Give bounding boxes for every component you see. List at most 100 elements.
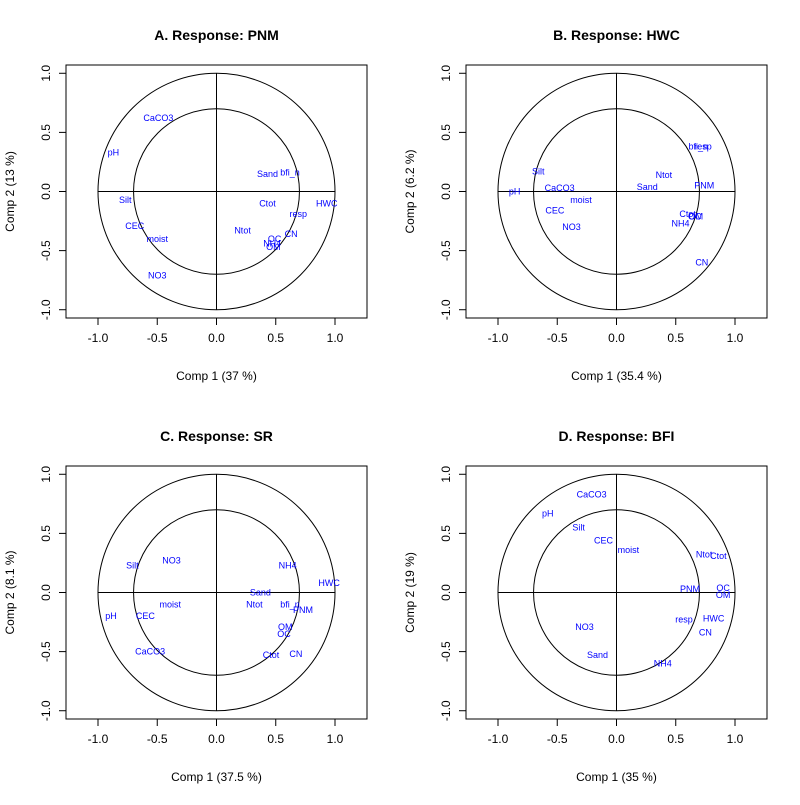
y-tick-label: 1.0 (439, 65, 453, 82)
point-label-bfi-n: bfi_n (280, 599, 300, 609)
point-label-no3: NO3 (575, 622, 594, 632)
x-tick-label: -0.5 (147, 732, 168, 746)
y-axis-label: Comp 2 (8.1 %) (3, 550, 17, 634)
point-label-ntot: Ntot (696, 550, 713, 560)
y-tick-label: -1.0 (39, 700, 53, 721)
x-axis-label: Comp 1 (35.4 %) (571, 369, 662, 383)
point-label-sand: Sand (587, 650, 608, 660)
panel-3: -1.0 -0.5 0.0 0.5 1.0 -1.0 -0.5 0.0 0.5 1.0 D. Res… (403, 428, 768, 784)
point-label-hwc: HWC (703, 614, 725, 624)
point-label-oc: OC (277, 629, 291, 639)
x-tick-label: -1.0 (488, 732, 509, 746)
point-label-hwc: HWC (316, 198, 338, 208)
point-label-cn: CN (695, 257, 708, 267)
y-tick-label: 0.5 (439, 525, 453, 542)
point-label-ctot: Ctot (710, 551, 727, 561)
point-label-moist: moist (570, 195, 592, 205)
x-axis-label: Comp 1 (37.5 %) (171, 770, 262, 784)
point-label-ctot: Ctot (679, 209, 696, 219)
x-tick-label: 0.0 (208, 331, 225, 345)
panel-1: -1.0 -0.5 0.0 0.5 1.0 -1.0 -0.5 0.0 0.5 1.0 B. Res… (403, 27, 768, 383)
point-label-ph: pH (108, 147, 120, 157)
x-tick-label: -1.0 (88, 331, 109, 345)
point-label-om: OM (266, 242, 281, 252)
x-tick-label: -0.5 (547, 732, 568, 746)
y-tick-label: 0.0 (39, 584, 53, 601)
point-label-caco3: CaCO3 (577, 489, 607, 499)
point-label-cn: CN (289, 649, 302, 659)
y-tick-label: 1.0 (39, 466, 53, 483)
point-label-oc: OC (268, 234, 282, 244)
point-label-ctot: Ctot (263, 650, 280, 660)
point-label-ctot: Ctot (259, 198, 276, 208)
chart-title: A. Response: PNM (154, 27, 278, 43)
point-label-ph: pH (509, 187, 521, 197)
point-label-pnm: PNM (694, 181, 714, 191)
x-tick-label: 1.0 (327, 732, 344, 746)
point-label-caco3: CaCO3 (545, 183, 575, 193)
y-tick-label: 0.0 (439, 584, 453, 601)
point-label-nh4: NH4 (279, 560, 297, 570)
point-label-resp: resp (694, 142, 712, 152)
x-tick-label: 0.0 (608, 732, 625, 746)
y-tick-label: -1.0 (439, 700, 453, 721)
panel-0: -1.0 -0.5 0.0 0.5 1.0 -1.0 -0.5 0.0 0.5 1.0 A. Res… (3, 27, 368, 383)
y-tick-label: -0.5 (39, 240, 53, 261)
point-label-no3: NO3 (148, 270, 167, 280)
point-label-silt: Silt (532, 166, 545, 176)
point-label-nh4: NH4 (671, 218, 689, 228)
point-label-sand: Sand (257, 169, 278, 179)
chart-title: D. Response: BFI (559, 428, 675, 444)
panel-2: -1.0 -0.5 0.0 0.5 1.0 -1.0 -0.5 0.0 0.5 1.0 C. Res… (3, 428, 368, 784)
chart-title: C. Response: SR (160, 428, 273, 444)
x-tick-label: 0.0 (208, 732, 225, 746)
x-tick-label: -0.5 (147, 331, 168, 345)
point-label-moist: moist (618, 545, 640, 555)
point-label-resp: resp (675, 615, 693, 625)
point-label-cec: CEC (545, 205, 565, 215)
x-axis-label: Comp 1 (37 %) (176, 369, 257, 383)
point-label-cec: CEC (136, 611, 156, 621)
y-tick-label: -0.5 (439, 240, 453, 261)
y-tick-label: -1.0 (439, 299, 453, 320)
point-label-cec: CEC (125, 221, 145, 231)
x-tick-label: 0.5 (267, 331, 284, 345)
point-label-cec: CEC (594, 535, 614, 545)
point-label-no3: NO3 (162, 556, 181, 566)
chart-title: B. Response: HWC (553, 27, 680, 43)
point-label-no3: NO3 (562, 222, 581, 232)
x-tick-label: 1.0 (727, 732, 744, 746)
point-label-moist: moist (146, 234, 168, 244)
y-axis-label: Comp 2 (6.2 %) (403, 149, 417, 233)
point-label-nh4: NH4 (654, 658, 672, 668)
point-label-sand: Sand (637, 182, 658, 192)
y-axis-label: Comp 2 (19 %) (403, 552, 417, 633)
point-label-silt: Silt (119, 195, 132, 205)
y-tick-label: 0.0 (439, 183, 453, 200)
point-label-om: OM (278, 622, 293, 632)
x-tick-label: -0.5 (547, 331, 568, 345)
y-tick-label: 0.5 (439, 124, 453, 141)
y-tick-label: -0.5 (439, 641, 453, 662)
x-tick-label: 0.0 (608, 331, 625, 345)
y-tick-label: -0.5 (39, 641, 53, 662)
x-axis-label: Comp 1 (35 %) (576, 770, 657, 784)
x-tick-label: 1.0 (727, 331, 744, 345)
point-label-om: OM (716, 590, 731, 600)
point-label-ntot: Ntot (656, 170, 673, 180)
y-tick-label: -1.0 (39, 299, 53, 320)
y-tick-label: 0.5 (39, 525, 53, 542)
point-label-sand: Sand (250, 588, 271, 598)
x-tick-label: 0.5 (667, 331, 684, 345)
point-label-bfi-n: bfi_n (280, 168, 300, 178)
point-label-om: OM (689, 211, 704, 221)
point-label-ph: pH (105, 611, 117, 621)
point-label-caco3: CaCO3 (143, 113, 173, 123)
point-label-hwc: HWC (318, 578, 340, 588)
y-tick-label: 1.0 (439, 466, 453, 483)
point-label-ph: pH (542, 508, 554, 518)
point-label-resp: resp (290, 209, 308, 219)
point-label-nh4: NH4 (263, 239, 281, 249)
x-tick-label: 0.5 (267, 732, 284, 746)
